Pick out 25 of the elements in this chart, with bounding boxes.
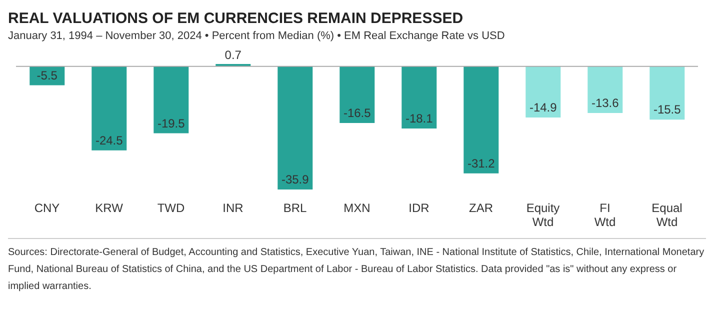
data-label: -13.6 [591,96,620,110]
data-label: -16.5 [343,106,372,120]
x-tick-label: Equal Wtd [652,201,682,229]
data-label: 0.7 [224,48,242,62]
chart-subtitle: January 31, 1994 – November 30, 2024 • Percent from Median (%) • EM Real Exchange Rate vs USD [8,30,506,42]
x-tick-label: Equity Wtd [526,201,560,229]
x-tick-label: TWD [157,201,185,215]
x-tick-label: MXN [344,201,370,215]
source-note: Sources: Directorate-General of Budget, Accounting and Statistics, Executive Yuan, Taiwan, INE - National Institute of Statistics, Chile, International Monetary Fund, National Bureau of Statistics of China, and the US Department of Labor - Bureau of Labor Statistics. Data provided "as is" without any express or implied warranties. [8,246,706,294]
data-label: -18.1 [405,111,434,126]
data-label: -35.9 [281,172,310,187]
data-label: -15.5 [653,102,682,117]
chart-title: REAL VALUATIONS OF EM CURRENCIES REMAIN DEPRESSED [8,9,464,27]
x-tick-label: CNY [34,201,60,215]
x-tick-label: BRL [283,201,307,215]
data-label: -31.2 [467,156,496,170]
data-label: -14.9 [529,100,558,115]
x-tick-label: KRW [95,201,124,215]
x-tick-label: FI Wtd [594,201,616,229]
data-label: -19.5 [157,116,186,130]
data-label: -5.5 [36,68,58,82]
x-tick-label: INR [222,201,244,215]
x-tick-label: ZAR [469,201,494,215]
x-tick-label: IDR [408,201,430,215]
data-label: -24.5 [95,133,124,148]
